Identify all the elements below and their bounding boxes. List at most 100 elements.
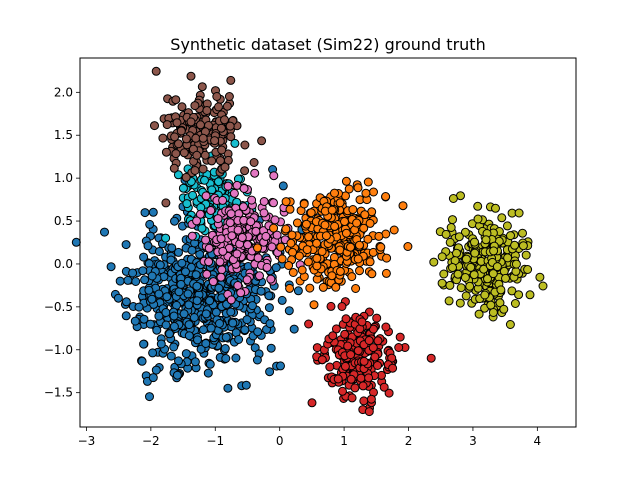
data-point	[215, 156, 225, 166]
data-point	[492, 262, 502, 272]
data-point	[214, 102, 223, 112]
data-point	[171, 95, 181, 105]
data-point	[128, 268, 138, 278]
data-point	[281, 224, 291, 234]
x-tick-label: 4	[534, 434, 542, 448]
data-point	[186, 71, 196, 81]
data-point	[330, 188, 339, 198]
data-point	[304, 232, 314, 242]
data-point	[367, 269, 377, 279]
data-point	[335, 266, 345, 276]
data-point	[488, 308, 498, 317]
data-point	[200, 175, 209, 185]
data-point	[346, 350, 356, 360]
data-point	[523, 265, 533, 274]
data-point	[372, 313, 382, 323]
data-point	[204, 243, 214, 253]
data-point	[497, 213, 507, 223]
data-point	[364, 373, 374, 383]
data-point	[257, 136, 267, 146]
data-point	[317, 247, 327, 256]
data-point	[196, 120, 205, 130]
data-point	[403, 242, 413, 251]
data-point	[190, 357, 200, 367]
y-tick-label: −0.5	[44, 300, 73, 314]
data-point	[327, 205, 337, 215]
data-point	[217, 265, 227, 275]
data-point	[234, 335, 244, 344]
data-point	[140, 275, 150, 285]
data-point	[169, 163, 179, 173]
data-point	[221, 354, 231, 363]
data-point	[144, 285, 154, 295]
data-point	[199, 325, 208, 335]
data-point	[395, 332, 405, 342]
data-point	[445, 280, 455, 290]
data-point	[147, 294, 157, 304]
data-point	[223, 383, 233, 393]
data-point	[439, 269, 449, 279]
data-point	[281, 197, 291, 207]
x-tick-label: 0	[276, 434, 284, 448]
x-tick-label: 1	[340, 434, 348, 448]
data-point	[358, 381, 368, 391]
data-point	[106, 262, 116, 272]
data-point	[365, 257, 375, 267]
data-point	[359, 356, 369, 366]
data-point	[480, 290, 490, 300]
data-point	[214, 283, 224, 293]
data-point	[241, 380, 251, 390]
data-point	[344, 184, 354, 194]
data-point	[162, 292, 172, 302]
data-point	[161, 320, 171, 330]
data-point	[456, 283, 466, 293]
data-point	[226, 209, 236, 219]
data-point	[359, 223, 369, 233]
data-point	[181, 134, 191, 144]
data-point	[312, 261, 322, 271]
series-4	[150, 66, 267, 208]
data-point	[173, 170, 183, 180]
data-point	[187, 245, 197, 255]
data-point	[340, 329, 350, 339]
data-point	[139, 339, 149, 349]
data-point	[272, 230, 282, 240]
data-point	[192, 296, 202, 306]
data-point	[177, 102, 187, 112]
data-point	[218, 246, 228, 256]
data-point	[184, 331, 194, 341]
data-point	[242, 315, 252, 325]
data-point	[369, 187, 378, 197]
data-point	[167, 243, 177, 253]
data-point	[239, 202, 248, 212]
data-point	[100, 227, 109, 237]
data-point	[461, 291, 471, 301]
data-point	[190, 166, 200, 175]
data-point	[152, 325, 162, 335]
data-point	[259, 208, 269, 218]
data-point	[162, 120, 172, 130]
data-point	[165, 329, 174, 339]
series-3	[187, 164, 305, 305]
data-point	[317, 355, 327, 365]
data-point	[286, 238, 296, 248]
data-point	[113, 293, 123, 303]
data-point	[297, 265, 307, 275]
x-axis: −3 −2 −1 0 1 2 3 4	[78, 427, 542, 448]
data-point	[215, 257, 225, 267]
data-point	[179, 309, 189, 319]
data-point	[303, 257, 313, 267]
data-point	[340, 217, 349, 226]
data-point	[276, 242, 286, 252]
data-point	[237, 233, 247, 242]
data-point	[388, 363, 398, 373]
data-point	[166, 351, 176, 361]
data-point	[269, 198, 278, 208]
data-point	[115, 276, 125, 286]
data-point	[250, 168, 260, 178]
data-point	[499, 304, 509, 314]
data-point	[193, 335, 202, 345]
data-point	[261, 231, 271, 241]
data-point	[335, 198, 345, 208]
data-point	[204, 257, 214, 267]
